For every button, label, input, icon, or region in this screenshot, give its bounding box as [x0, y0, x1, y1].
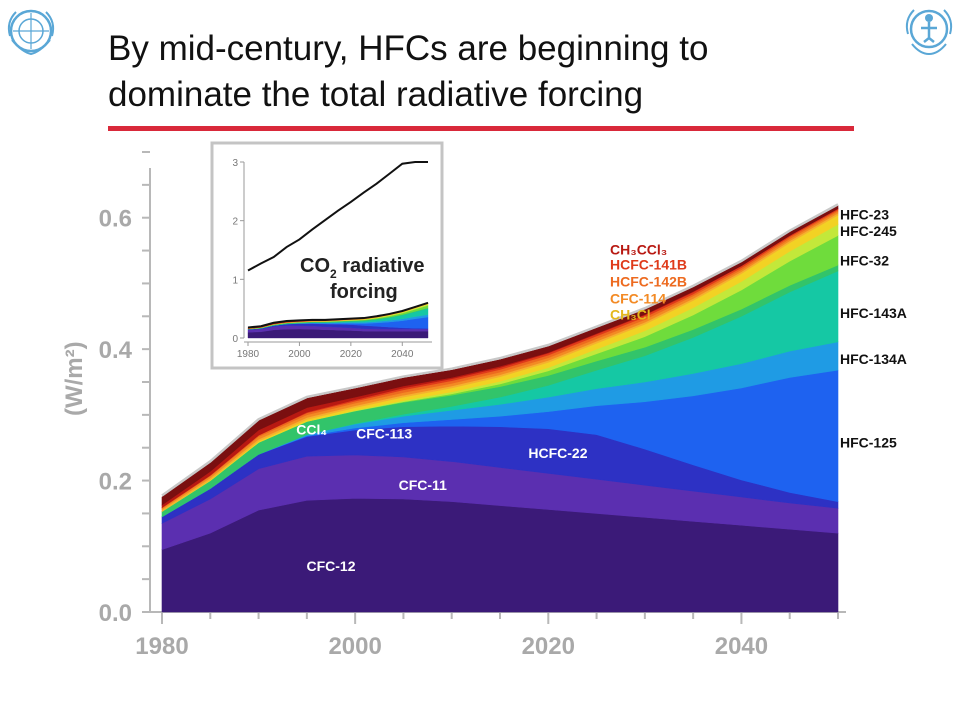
- area-label: CFC-11: [399, 477, 447, 493]
- total-outline: [161, 203, 839, 497]
- co2-line: [247, 161, 428, 272]
- series-label: HCFC-142B: [610, 273, 687, 289]
- series-label: HFC-32: [840, 252, 889, 268]
- area-ccl4: [161, 205, 839, 506]
- y-axis-label: (W/m²): [61, 341, 88, 416]
- wmo-emblem-icon: [7, 9, 55, 56]
- inset-y-tick-label: 2: [232, 217, 238, 228]
- unep-emblem-icon: [905, 9, 953, 56]
- series-label: HFC-125: [840, 434, 897, 450]
- inset-y-tick-label: 1: [232, 275, 238, 286]
- unep-logo: [902, 4, 956, 58]
- inset-x-tick-label: 2000: [288, 349, 311, 360]
- inset-label-line-1: CO2 radiative: [300, 255, 425, 281]
- x-tick-label: 2020: [522, 633, 575, 660]
- series-label: HFC-23: [840, 206, 889, 222]
- area-label: CCl₄: [296, 421, 327, 437]
- title-underline: [108, 126, 854, 131]
- series-label: CH₃Cl: [610, 306, 651, 322]
- area-label: HCFC-22: [528, 445, 587, 461]
- wmo-logo: [4, 4, 58, 58]
- x-tick-label: 2000: [328, 633, 381, 660]
- inset-y-tick-label: 3: [232, 158, 238, 169]
- series-label: HFC-245: [840, 223, 897, 239]
- slide-title-line-1: By mid-century, HFCs are beginning to: [108, 29, 709, 68]
- y-tick-label: 0.6: [99, 206, 132, 233]
- inset-x-tick-label: 1980: [237, 349, 260, 360]
- slide-title-line-2: dominate the total radiative forcing: [108, 75, 644, 114]
- inset-y-tick-label: 0: [232, 334, 238, 345]
- inset-label-line-2: forcing: [330, 281, 398, 303]
- area-label: CFC-113: [356, 425, 412, 441]
- x-tick-label: 1980: [135, 633, 188, 660]
- inset-x-tick-label: 2020: [340, 349, 363, 360]
- series-label: CFC-114: [610, 291, 666, 307]
- area-label: CFC-12: [306, 558, 355, 574]
- slide-title: By mid-century, HFCs are beginning to do…: [108, 26, 868, 118]
- series-label: HFC-143A: [840, 305, 907, 321]
- y-tick-label: 0.2: [99, 469, 132, 496]
- inset-x-tick-label: 2040: [391, 349, 414, 360]
- series-label: HFC-134A: [840, 351, 907, 367]
- inset-halocarbon-line: [247, 301, 429, 329]
- series-label: CH₃CCl₃: [610, 241, 667, 257]
- y-tick-label: 0.4: [99, 337, 133, 364]
- series-label: HCFC-141B: [610, 256, 687, 272]
- y-tick-label: 0.0: [99, 600, 132, 627]
- x-tick-label: 2040: [715, 633, 768, 660]
